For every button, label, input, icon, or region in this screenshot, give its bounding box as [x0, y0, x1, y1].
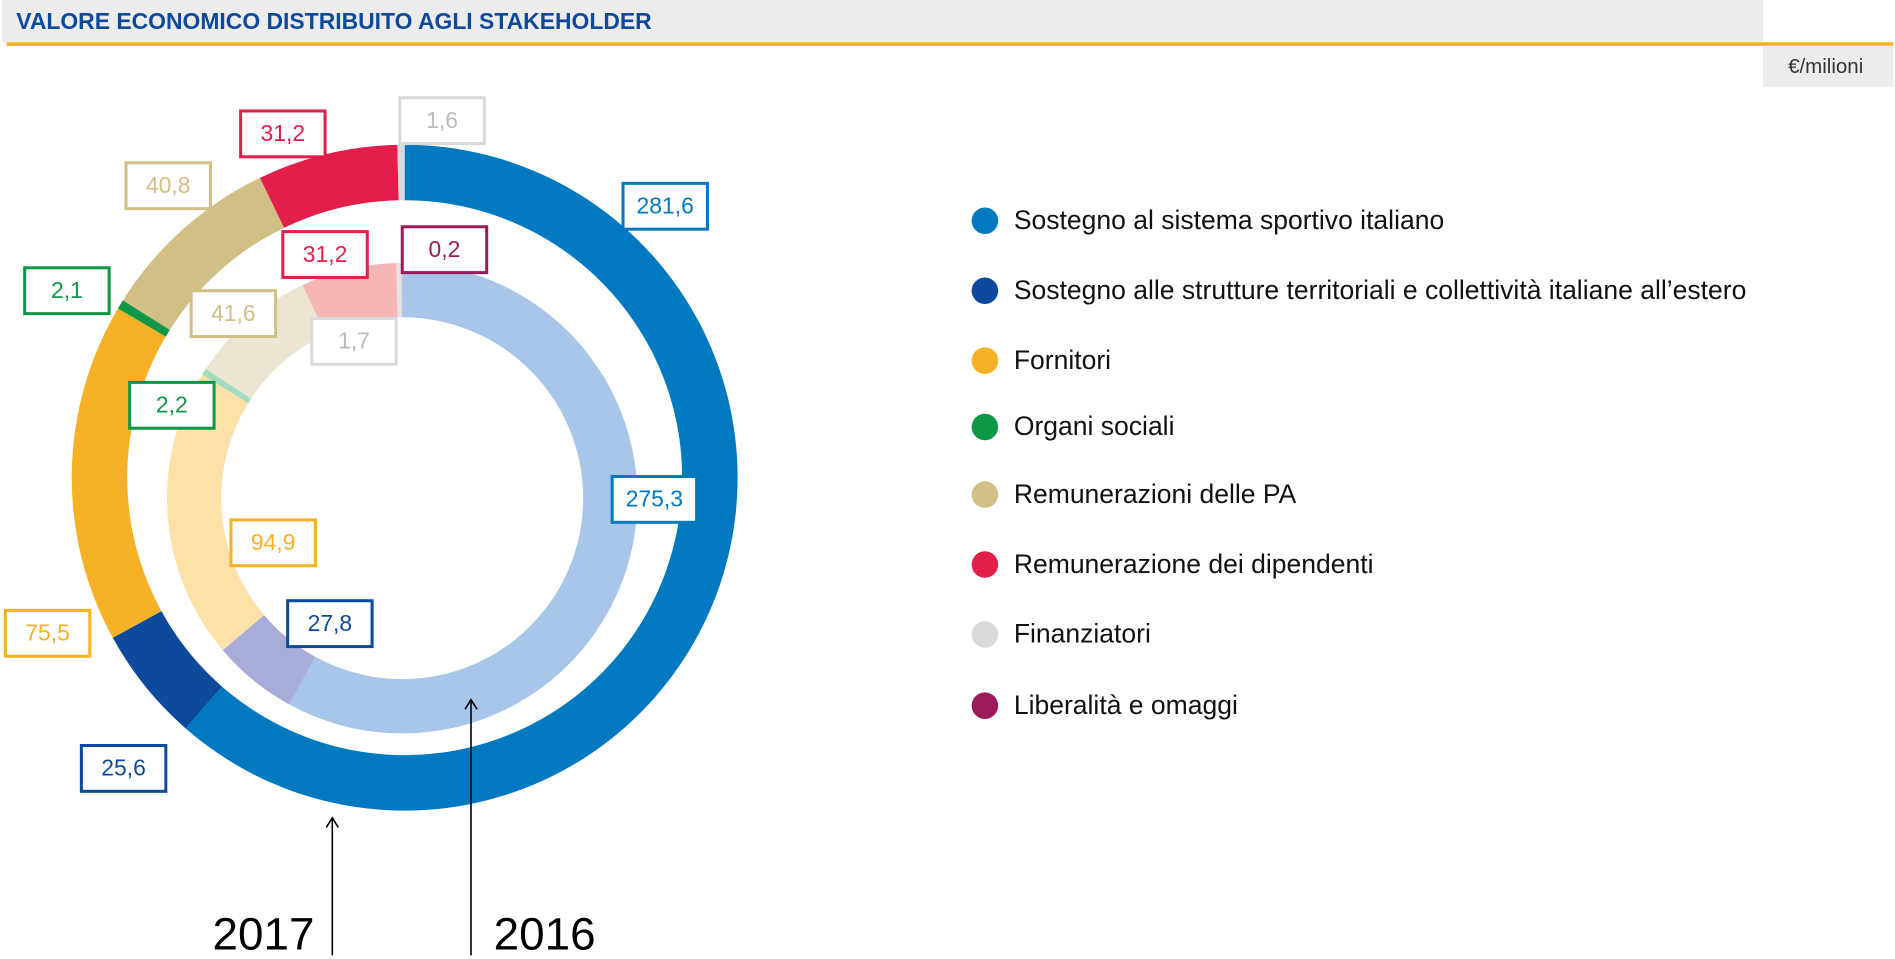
- title-band: [1, 0, 1763, 43]
- legend-marker: [971, 551, 999, 578]
- donut-segment: [71, 308, 166, 638]
- value-label: 281,6: [637, 193, 694, 219]
- value-label: 25,6: [101, 755, 146, 781]
- legend-marker: [971, 207, 999, 235]
- value-label-box: [3, 608, 92, 658]
- year-arrowhead: [464, 698, 478, 710]
- legend-marker: [971, 347, 999, 374]
- value-label: 94,9: [251, 529, 296, 555]
- legend-label: Sostegno al sistema sportivo italiano: [1014, 205, 1444, 235]
- unit: €/milioni: [1788, 55, 1863, 78]
- value-label: 40,8: [146, 172, 191, 198]
- legend-label: Finanziatori: [1014, 619, 1151, 649]
- value-label-box: [398, 96, 486, 146]
- value-label-box: [286, 599, 374, 649]
- legend-label: Fornitori: [1014, 345, 1111, 375]
- donut-segment: [401, 262, 403, 318]
- value-label: 31,2: [261, 120, 306, 146]
- donut-segment: [167, 374, 265, 651]
- legend-marker: [971, 692, 999, 719]
- legend-label: Remunerazione dei dipendenti: [1014, 549, 1374, 579]
- value-label: 275,3: [626, 486, 683, 512]
- donut-segment: [289, 262, 638, 734]
- value-label-box: [128, 380, 216, 430]
- value-label-box: [79, 743, 168, 793]
- series-label: 2017: [213, 908, 315, 959]
- donut-segment: [122, 177, 285, 330]
- donut-segment: [259, 144, 399, 228]
- donut-segment: [205, 285, 326, 399]
- legend-label: Liberalità e omaggi: [1014, 690, 1238, 720]
- value-label: 75,5: [25, 620, 70, 646]
- legend-label: Organi sociali: [1014, 411, 1175, 441]
- value-label: 1,7: [338, 328, 370, 354]
- series-label: 2016: [494, 908, 596, 959]
- donut-segment: [112, 611, 223, 729]
- value-label-box: [281, 230, 369, 279]
- value-label-box: [124, 161, 212, 211]
- value-label: 31,2: [303, 241, 348, 267]
- value-label: 1,6: [426, 107, 458, 133]
- donut-segment: [397, 144, 405, 201]
- value-label-box: [610, 474, 699, 524]
- donut-segment: [396, 262, 402, 318]
- legend-label: Sostegno alle strutture territoriali e c…: [1014, 275, 1746, 305]
- legend-marker: [971, 621, 999, 648]
- value-label-box: [621, 181, 709, 231]
- donut-segment: [222, 615, 316, 705]
- donut-segment: [185, 144, 738, 811]
- legend-marker: [971, 481, 999, 508]
- value-label: 41,6: [211, 300, 256, 326]
- donut-segment: [302, 263, 398, 335]
- legend-label: Remunerazioni delle PA: [1014, 479, 1297, 509]
- legend-marker: [971, 413, 999, 441]
- value-label-box: [239, 109, 327, 159]
- value-label-box: [189, 289, 278, 339]
- legend-marker: [971, 277, 999, 304]
- value-label-box: [400, 225, 489, 275]
- value-label: 27,8: [308, 610, 353, 636]
- value-label-box: [229, 518, 317, 568]
- value-label: 0,2: [429, 236, 461, 262]
- value-label: 2,1: [51, 277, 83, 303]
- unit-box: [1762, 45, 1894, 87]
- value-label-box: [23, 266, 111, 316]
- donut-segment: [117, 300, 170, 337]
- year-arrowhead: [325, 816, 339, 828]
- value-label-box: [310, 316, 398, 366]
- chart-title: VALORE ECONOMICO DISTRIBUITO AGLI STAKEH…: [16, 8, 652, 34]
- donut-segment: [202, 368, 252, 404]
- value-label: 2,2: [156, 392, 188, 418]
